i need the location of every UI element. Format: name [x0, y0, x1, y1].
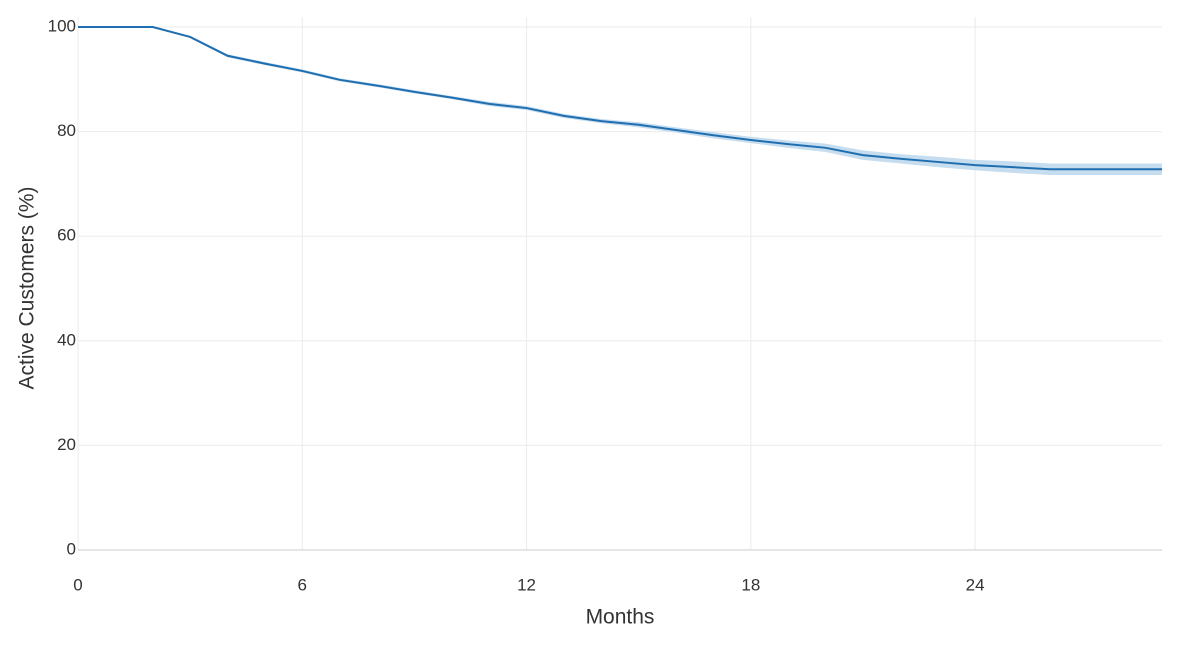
survival-line [78, 26, 1162, 171]
y-tick-label: 60 [57, 226, 76, 245]
x-axis-label: Months [586, 606, 655, 629]
y-tick-label: 20 [57, 435, 76, 454]
y-axis-label: Active Customers (%) [16, 186, 39, 389]
x-tick-label: 6 [298, 575, 307, 594]
x-tick-label: 0 [73, 575, 82, 594]
x-tick-label: 18 [741, 575, 760, 594]
x-tick-label: 12 [517, 575, 536, 594]
y-tick-label: 40 [57, 330, 76, 349]
y-tick-label: 80 [57, 121, 76, 140]
y-tick-label: 100 [48, 16, 76, 35]
confidence-band [78, 27, 1162, 176]
y-tick-label: 0 [67, 539, 76, 558]
x-tick-label: 24 [966, 575, 985, 594]
